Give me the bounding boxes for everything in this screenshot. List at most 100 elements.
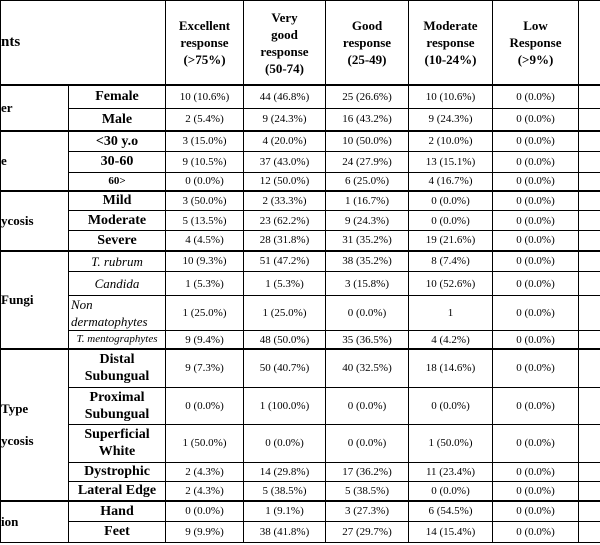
data-row: 30-60 9 (10.5%) 37 (43.0%) 24 (27.9%) 13 (15… xyxy=(1,150,600,173)
cropped-cell xyxy=(578,249,600,272)
data-row: Fungi T. rubrum 10 (9.3%) 51 (47.2%) 38 (35.… xyxy=(0,249,600,350)
header-row: nts Excellent response (>75%) Very good re… xyxy=(0,0,600,86)
group-label-line: Type xyxy=(1,401,29,416)
group-label: Type ycosis xyxy=(0,348,69,502)
data-cell: 10 (52.6%) xyxy=(408,271,493,296)
data-cell: 48 (50.0%) xyxy=(243,330,326,350)
data-cell: 0 (0.0%) xyxy=(492,348,579,388)
data-cell: 0 (0.0%) xyxy=(492,230,579,251)
data-cell: 38 (35.2%) xyxy=(325,249,409,272)
cropped-cell xyxy=(578,271,600,296)
cropped-cell xyxy=(578,480,600,502)
data-cell: 9 (9.4%) xyxy=(165,330,244,350)
data-cell: 10 (10.6%) xyxy=(165,84,244,109)
data-cell: 9 (24.3%) xyxy=(408,107,493,132)
data-row: Proximal Subungual 0 (0.0%) 1 (100.0%) 0 (0… xyxy=(1,386,600,425)
group-label-line: Fungi xyxy=(1,291,34,307)
data-cell: 3 (27.3%) xyxy=(325,500,409,522)
data-cell: 5 (38.5%) xyxy=(325,480,409,502)
data-cell: 0 (0.0%) xyxy=(325,295,409,331)
row-label: Feet xyxy=(68,520,166,543)
row-label: Female xyxy=(68,84,166,109)
row-label: <30 y.o xyxy=(68,130,166,152)
row-label: Hand xyxy=(68,500,166,522)
data-cell: 0 (0.0%) xyxy=(492,171,579,191)
data-cell: 4 (16.7%) xyxy=(408,171,493,191)
data-cell: 25 (26.6%) xyxy=(325,84,409,109)
header-cell: Excellent response (>75%) xyxy=(165,0,244,86)
data-cell: 31 (35.2%) xyxy=(325,230,409,251)
row-label: Superficial White xyxy=(68,423,166,463)
data-cell: 0 (0.0%) xyxy=(492,210,579,231)
data-cell: 12 (50.0%) xyxy=(243,171,326,191)
data-cell: 2 (4.3%) xyxy=(165,461,244,482)
data-cell: 0 (0.0%) xyxy=(492,520,579,543)
group-label-line: ycosis xyxy=(1,433,34,448)
row-label: Distal Subungual xyxy=(68,348,166,388)
cropped-cell xyxy=(578,84,600,109)
data-cell: 27 (29.7%) xyxy=(325,520,409,543)
group-label: er xyxy=(0,84,69,132)
data-cell: 44 (46.8%) xyxy=(243,84,326,109)
data-cell: 0 (0.0%) xyxy=(165,500,244,522)
data-cell: 37 (43.0%) xyxy=(243,150,326,173)
data-cell: 0 (0.0%) xyxy=(165,171,244,191)
data-cell: 2 (5.4%) xyxy=(165,107,244,132)
cropped-cell xyxy=(578,107,600,132)
data-cell: 6 (25.0%) xyxy=(325,171,409,191)
data-cell: 16 (43.2%) xyxy=(325,107,409,132)
data-row: e <30 y.o 3 (15.0%) 4 (20.0%) 10 (50.0%) 2 (1… xyxy=(0,130,600,191)
data-cell: 1 (9.1%) xyxy=(243,500,326,522)
data-cell: 1 (50.0%) xyxy=(408,423,493,463)
data-cell: 14 (29.8%) xyxy=(243,461,326,482)
row-label: 30-60 xyxy=(68,150,166,173)
data-cell: 0 (0.0%) xyxy=(325,386,409,425)
data-row: Severe 4 (4.5%) 28 (31.8%) 31 (35.2%) 19 (21… xyxy=(1,230,600,251)
data-cell: 10 (10.6%) xyxy=(408,84,493,109)
cropped-cell xyxy=(578,130,600,152)
data-cell: 9 (10.5%) xyxy=(165,150,244,173)
header-cell: Moderate response (10-24%) xyxy=(408,0,493,86)
group-label: ycosis xyxy=(0,189,69,251)
data-row: 60> 0 (0.0%) 12 (50.0%) 6 (25.0%) 4 (16.7%) 0… xyxy=(1,171,600,191)
data-cell: 9 (9.9%) xyxy=(165,520,244,543)
cropped-cell xyxy=(578,189,600,211)
header-cell: Very good response (50-74) xyxy=(243,0,326,86)
data-cell: 0 (0.0%) xyxy=(408,210,493,231)
group-label-line: er xyxy=(1,100,13,115)
header-cell: nts xyxy=(0,0,166,86)
data-cell: 0 (0.0%) xyxy=(408,480,493,502)
data-cell: 9 (24.3%) xyxy=(243,107,326,132)
data-cell: 1 (50.0%) xyxy=(165,423,244,463)
data-cell: 0 (0.0%) xyxy=(492,107,579,132)
data-cell: 0 (0.0%) xyxy=(492,330,579,350)
data-cell: 2 (4.3%) xyxy=(165,480,244,502)
data-cell: 0 (0.0%) xyxy=(408,189,493,211)
data-cell: 0 (0.0%) xyxy=(492,130,579,152)
data-row: Feet 9 (9.9%) 38 (41.8%) 27 (29.7%) 14 (15.4… xyxy=(1,520,600,543)
data-cell: 38 (41.8%) xyxy=(243,520,326,543)
data-row: ion Hand 0 (0.0%) 1 (9.1%) 3 (27.3%) 6 (54.5%… xyxy=(0,500,600,543)
data-cell: 13 (15.1%) xyxy=(408,150,493,173)
cropped-cell xyxy=(578,348,600,388)
row-label: 60> xyxy=(68,171,166,191)
data-cell: 3 (50.0%) xyxy=(165,189,244,211)
data-cell: 1 (100.0%) xyxy=(243,386,326,425)
data-row: er Female 10 (10.6%) 44 (46.8%) 25 (26.6%) 10… xyxy=(0,84,600,132)
data-cell: 28 (31.8%) xyxy=(243,230,326,251)
data-row: Superficial White 1 (50.0%) 0 (0.0%) 0 (0.0… xyxy=(1,423,600,463)
cropped-cell xyxy=(578,171,600,191)
data-cell: 4 (4.2%) xyxy=(408,330,493,350)
group-label-line: ion xyxy=(1,513,19,529)
data-cell: 1 (5.3%) xyxy=(165,271,244,296)
row-label: Severe xyxy=(68,230,166,251)
row-label: Dystrophic xyxy=(68,461,166,482)
data-row: Non dermatophytes 1 (25.0%) 1 (25.0%) 0 (0.… xyxy=(1,295,600,331)
data-cell: 0 (0.0%) xyxy=(492,461,579,482)
data-row: Male 2 (5.4%) 9 (24.3%) 16 (43.2%) 9 (24.3%)… xyxy=(1,107,600,132)
data-cell: 3 (15.0%) xyxy=(165,130,244,152)
data-cell: 0 (0.0%) xyxy=(492,189,579,211)
data-cell: 5 (13.5%) xyxy=(165,210,244,231)
data-cell: 2 (33.3%) xyxy=(243,189,326,211)
